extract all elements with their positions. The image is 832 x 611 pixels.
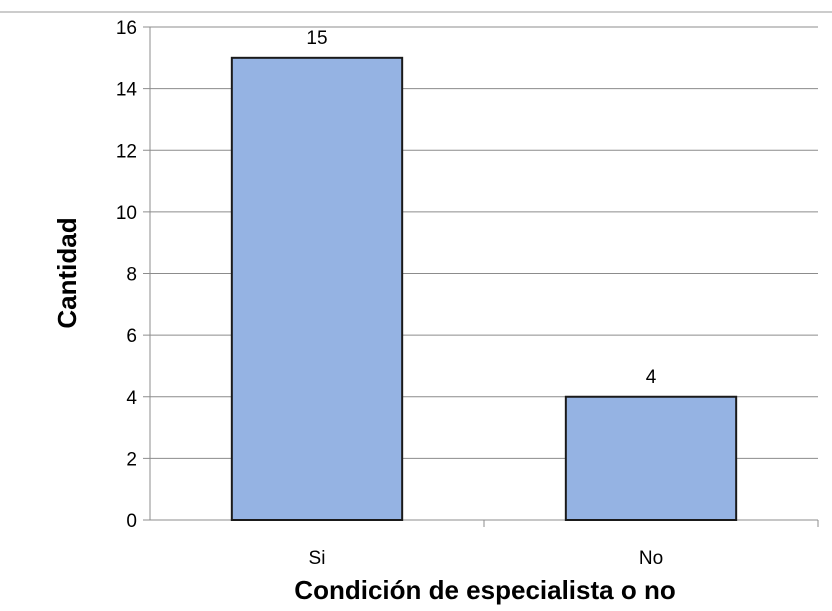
y-tick-label: 4 [126, 388, 137, 409]
x-tick-label: No [639, 548, 663, 569]
bar-no [564, 395, 738, 521]
y-tick-label: 12 [116, 141, 137, 162]
data-label: 15 [306, 28, 327, 49]
data-label: 4 [646, 367, 657, 388]
y-tick-label: 14 [116, 80, 138, 101]
bar-si [230, 56, 404, 521]
y-tick-label: 8 [126, 265, 137, 286]
y-tick-label: 2 [126, 449, 137, 470]
y-tick-label: 10 [116, 203, 137, 224]
y-tick-label: 6 [126, 326, 137, 347]
y-tick-label: 0 [126, 511, 137, 532]
x-axis-title: Condición de especialista o no [294, 575, 675, 605]
x-tick-label: Si [309, 548, 326, 569]
y-tick-label: 16 [116, 18, 137, 39]
y-axis-title: Cantidad [52, 217, 82, 328]
labels: 0 2 4 6 8 10 12 14 16 15 Si 4 No [116, 18, 663, 569]
bars [230, 56, 738, 521]
